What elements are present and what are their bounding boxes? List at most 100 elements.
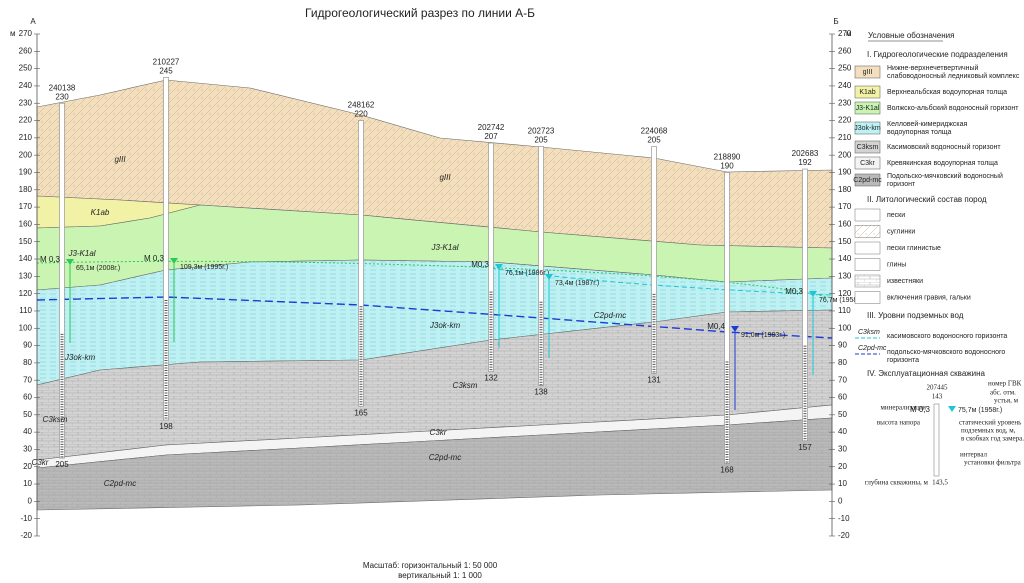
layer-pattern bbox=[37, 418, 832, 510]
well-depth: 205 bbox=[55, 460, 69, 469]
well bbox=[59, 102, 65, 459]
tick-label: 150 bbox=[19, 237, 33, 246]
legend-note: абс. отм. bbox=[990, 389, 1016, 397]
legend-code: C3ksm bbox=[858, 329, 880, 336]
tick-label: 130 bbox=[838, 271, 852, 280]
water-level: 76,7м (1958г.) bbox=[819, 297, 863, 304]
water-level: 109,3м (1995г.) bbox=[180, 264, 228, 271]
legend-swatch bbox=[854, 274, 881, 288]
legend-text: пески bbox=[887, 212, 905, 219]
well-depth: 138 bbox=[534, 388, 548, 397]
tick-label: 240 bbox=[838, 81, 852, 90]
tick-label: 270 bbox=[19, 29, 33, 38]
axis-unit: м bbox=[846, 29, 852, 38]
legend-swatch bbox=[854, 85, 881, 99]
legend-heading: II. Литологический состав пород bbox=[867, 195, 987, 204]
level-marker bbox=[170, 258, 178, 264]
layer-label: C3kr bbox=[430, 428, 447, 437]
tick-label: 40 bbox=[23, 427, 32, 436]
legend-text: Келловей-кимериджская bbox=[887, 120, 968, 128]
legend-code: C3kr bbox=[860, 160, 875, 167]
tick-label: 250 bbox=[838, 64, 852, 73]
tick-label: 110 bbox=[838, 306, 851, 315]
axis-unit: м bbox=[10, 29, 16, 38]
legend-text: пески глинистые bbox=[887, 245, 941, 252]
legend-text: Нижне-верхнечетвертичный bbox=[887, 64, 979, 72]
legend-swatch bbox=[854, 65, 881, 79]
tick-label: 100 bbox=[838, 323, 852, 332]
level-marker bbox=[66, 259, 74, 265]
well-elevation: 192 bbox=[798, 158, 812, 167]
legend-note: устья, м bbox=[994, 397, 1019, 405]
tick-label: 20 bbox=[838, 462, 847, 471]
well-depth: 165 bbox=[354, 408, 368, 417]
mineralization: М 0,3 bbox=[144, 254, 165, 263]
legend-note: интервал bbox=[960, 451, 988, 459]
legend-text: Верхнеальбская водоупорная толща bbox=[887, 88, 1007, 96]
layer-pattern bbox=[37, 260, 832, 385]
well-id: 207445 bbox=[927, 384, 949, 392]
tick-label: 90 bbox=[838, 341, 847, 350]
scale-text: вертикальный 1: 1 000 bbox=[398, 571, 482, 580]
legend-heading: III. Уровни подземных вод bbox=[867, 311, 964, 320]
legend-note: глубина скважины, м bbox=[865, 479, 929, 487]
legend-code: gIII bbox=[863, 69, 873, 76]
layer-label: C3ksm bbox=[43, 415, 68, 424]
well-depth: 131 bbox=[647, 375, 661, 384]
title: Гидрогеологический разрез по линии А-Б bbox=[305, 6, 535, 20]
layer-label: J3-K1al bbox=[430, 243, 458, 252]
well-elevation: 245 bbox=[159, 66, 173, 75]
well bbox=[538, 146, 544, 386]
mineralization: М0,4 bbox=[707, 322, 725, 331]
tick-label: 190 bbox=[838, 168, 852, 177]
legend-note: номер ГВК bbox=[988, 380, 1022, 388]
axis-label: А bbox=[30, 17, 36, 26]
tick-label: 30 bbox=[23, 445, 32, 454]
tick-label: 230 bbox=[19, 98, 33, 107]
tick-label: 80 bbox=[23, 358, 32, 367]
legend-text: водоупорная толща bbox=[887, 129, 952, 136]
legend-swatch bbox=[854, 241, 881, 255]
level-line bbox=[36, 296, 833, 339]
well-depth: 143,5 bbox=[932, 479, 948, 487]
mineralization: М0,3 bbox=[471, 260, 489, 269]
legend-text: горизонта bbox=[887, 357, 919, 364]
tick-label: 150 bbox=[838, 237, 852, 246]
layer-label: K1ab bbox=[91, 208, 110, 217]
well bbox=[651, 146, 657, 374]
mineralization: М 0,3 bbox=[40, 255, 61, 264]
well-depth: 157 bbox=[798, 443, 812, 452]
legend-swatch bbox=[854, 101, 881, 115]
legend-note: статический уровень bbox=[959, 419, 1021, 427]
tick-label: 260 bbox=[19, 46, 33, 55]
well-id: 218890 bbox=[714, 153, 741, 162]
tick-label: 60 bbox=[838, 393, 847, 402]
tick-label: 30 bbox=[838, 445, 847, 454]
water-level: 73,4м (1987г.) bbox=[555, 280, 599, 287]
tick-label: 90 bbox=[23, 341, 32, 350]
layer-label: gIII bbox=[439, 173, 451, 182]
layer-label: C3ksm bbox=[453, 381, 478, 390]
well bbox=[488, 142, 494, 372]
tick-label: 100 bbox=[19, 323, 33, 332]
tick-label: 160 bbox=[838, 220, 852, 229]
legend-text: горизонт bbox=[887, 181, 916, 188]
legend-code: C3ksm bbox=[857, 144, 879, 151]
tick-label: -20 bbox=[838, 531, 850, 540]
legend-code: J3-K1al bbox=[856, 105, 880, 112]
legend-text: известняки bbox=[887, 278, 923, 285]
legend-text: касимовского водоносного горизонта bbox=[887, 333, 1007, 340]
well-depth: 198 bbox=[159, 422, 173, 431]
scale-text: Масштаб: горизонтальный 1: 50 000 bbox=[363, 561, 498, 570]
legend-text: Касимовский водоносный горизонт bbox=[887, 143, 1001, 151]
tick-label: 170 bbox=[838, 202, 852, 211]
layer-label: C2pd-mc bbox=[104, 479, 136, 488]
level-marker bbox=[495, 264, 503, 270]
water-level: 75,7м (1958г.) bbox=[958, 407, 1002, 414]
layer-label: J3-K1al bbox=[67, 249, 95, 258]
water-level: 76,1м (1986г.) bbox=[505, 270, 549, 277]
tick-label: 270 bbox=[838, 29, 852, 38]
tick-label: 190 bbox=[19, 168, 33, 177]
legend-note: подземных вод, м, bbox=[961, 427, 1016, 435]
well bbox=[163, 76, 169, 421]
